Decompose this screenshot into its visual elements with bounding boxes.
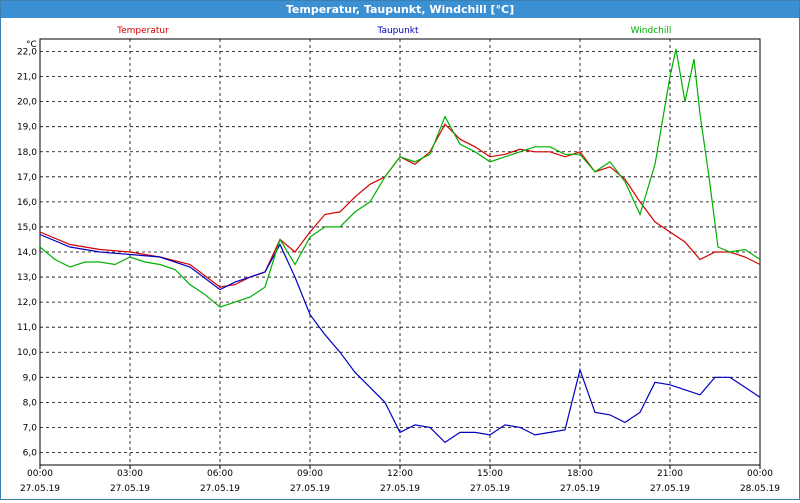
series-line-windchill: [39, 48, 761, 308]
y-tick-label: 20,0: [17, 98, 37, 108]
x-tick-date: 27.05.19: [200, 484, 240, 494]
plot-area: 6,0 7,0 8,0 9,0 10,0 11,0 12,0 13,0 14,0 15,0 16,0…: [1, 18, 799, 499]
legend-entry-windchill: Windchill: [631, 26, 672, 36]
x-tick-time: 00:00: [27, 469, 53, 479]
y-tick-label: 10,0: [17, 348, 37, 358]
y-tick-label: 11,0: [17, 323, 37, 333]
y-tick-label: 6,0: [23, 448, 38, 458]
x-tick-time: 00:00: [747, 469, 773, 479]
window-title: Temperatur, Taupunkt, Windchill [°C]: [1, 1, 799, 18]
series-line-taupunkt: [39, 233, 761, 444]
x-tick-time: 09:00: [297, 469, 323, 479]
x-tick-date: 27.05.19: [470, 484, 510, 494]
x-tick-date: 27.05.19: [290, 484, 330, 494]
y-tick-label: 15,0: [17, 223, 37, 233]
y-tick-label: 7,0: [23, 423, 38, 433]
x-tick-date: 27.05.19: [650, 484, 690, 494]
y-tick-label: 22,0: [17, 48, 37, 58]
y-tick-label: 9,0: [23, 373, 38, 383]
y-tick-label: 19,0: [17, 123, 37, 133]
x-tick-date: 27.05.19: [560, 484, 600, 494]
y-tick-label: 16,0: [17, 198, 37, 208]
y-tick-label: 14,0: [17, 248, 37, 258]
x-tick-date: 27.05.19: [20, 484, 60, 494]
y-tick-label: 13,0: [17, 273, 37, 283]
x-tick-time: 06:00: [207, 469, 233, 479]
series-line-temperatur: [39, 123, 761, 288]
legend-entry-taupunkt: Taupunkt: [376, 26, 419, 36]
x-tick-date: 28.05.19: [740, 484, 780, 494]
y-tick-label: 18,0: [17, 148, 37, 158]
line-chart: 6,0 7,0 8,0 9,0 10,0 11,0 12,0 13,0 14,0 15,0 16,0…: [17, 26, 780, 494]
x-tick-time: 15:00: [477, 469, 503, 479]
y-tick-label: 8,0: [23, 398, 38, 408]
x-tick-time: 12:00: [387, 469, 413, 479]
x-tick-time: 03:00: [117, 469, 143, 479]
y-tick-label: 12,0: [17, 298, 37, 308]
x-tick-date: 27.05.19: [380, 484, 420, 494]
x-tick-date: 27.05.19: [110, 484, 150, 494]
y-tick-label: 17,0: [17, 173, 37, 183]
legend-entry-temperatur: Temperatur: [116, 26, 169, 36]
y-tick-label: 21,0: [17, 73, 37, 83]
y-axis-label: °C: [26, 40, 37, 50]
x-tick-time: 18:00: [567, 469, 593, 479]
x-tick-time: 21:00: [657, 469, 683, 479]
